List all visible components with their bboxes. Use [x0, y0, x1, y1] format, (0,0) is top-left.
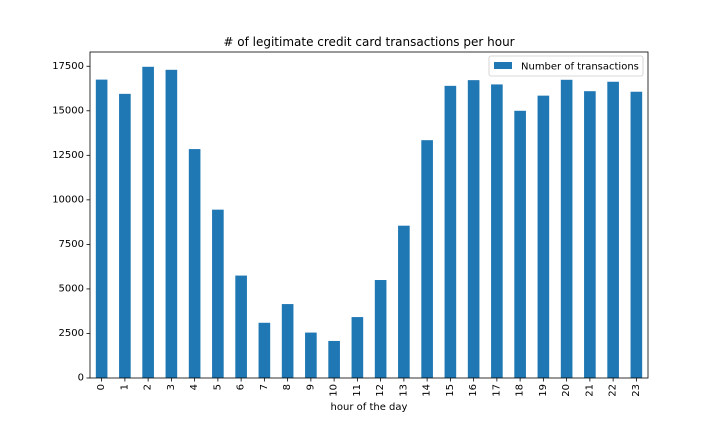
bar-hour-5 [212, 209, 224, 378]
y-tick-label: 2500 [59, 328, 84, 339]
x-tick-label: 16 [468, 384, 479, 397]
x-tick-label: 22 [608, 384, 619, 397]
bar-hour-13 [398, 225, 410, 378]
bar-hour-4 [188, 149, 201, 378]
bar-hour-2 [142, 66, 154, 378]
legend: Number of transactions [488, 55, 644, 77]
y-axis: 0 2500 5000 7500 10000 12500 15000 17500 [52, 61, 90, 384]
y-tick-label: 10000 [52, 194, 84, 205]
x-tick-label: 12 [375, 384, 386, 397]
x-tick-label: 5 [212, 384, 223, 390]
x-tick-label: 20 [561, 384, 572, 397]
bar-hour-22 [607, 81, 619, 378]
x-tick-label: 19 [538, 384, 549, 397]
bars-layer [95, 66, 643, 379]
bar-hour-3 [165, 69, 178, 378]
x-tick-label: 15 [445, 384, 456, 397]
bar-hour-20 [560, 79, 573, 378]
bar-hour-6 [235, 275, 247, 378]
legend-label: Number of transactions [521, 62, 639, 73]
bar-hour-10 [328, 340, 340, 378]
x-tick-label: 0 [96, 384, 107, 390]
x-tick-label: 17 [491, 384, 502, 397]
bar-hour-16 [467, 80, 480, 378]
x-tick-label: 9 [305, 384, 316, 390]
x-tick-label: 21 [584, 384, 595, 397]
x-axis: 0 1 2 3 4 5 6 7 8 9 10 11 12 13 14 15 16 17 18 19 20 21 22 23 [96, 378, 642, 397]
y-tick-label: 7500 [59, 239, 84, 250]
x-tick-label: 7 [259, 384, 270, 390]
x-tick-label: 8 [282, 384, 293, 390]
chart-title: # of legitimate credit card transactions… [223, 35, 514, 49]
bar-hour-15 [444, 85, 457, 379]
plot-frame [89, 51, 649, 379]
x-tick-label: 1 [119, 384, 130, 390]
legend-swatch [494, 62, 512, 69]
bar-hour-11 [351, 317, 364, 378]
x-tick-label: 6 [236, 384, 247, 390]
x-tick-label: 18 [515, 384, 526, 397]
y-tick-label: 12500 [52, 150, 84, 161]
bar-hour-23 [630, 91, 643, 379]
bar-hour-19 [537, 95, 550, 378]
y-tick-label: 15000 [52, 105, 84, 116]
bar-hour-1 [119, 93, 131, 378]
bar-hour-14 [421, 140, 433, 378]
x-tick-label: 2 [143, 384, 154, 390]
bar-hour-17 [491, 84, 503, 378]
y-tick-label: 5000 [59, 283, 84, 294]
x-tick-label: 13 [398, 384, 409, 397]
bar-hour-12 [374, 280, 387, 378]
x-tick-label: 23 [631, 384, 642, 397]
legend-box [488, 55, 644, 77]
x-tick-label: 4 [189, 384, 200, 390]
x-tick-label: 3 [166, 384, 177, 390]
y-tick-label: 0 [78, 373, 84, 384]
x-tick-label: 11 [352, 384, 363, 397]
bar-hour-8 [281, 304, 294, 378]
x-axis-label: hour of the day [331, 402, 408, 413]
bar-hour-0 [95, 79, 108, 378]
bar-hour-7 [258, 322, 271, 378]
bar-hour-9 [305, 332, 317, 378]
x-tick-label: 10 [329, 384, 340, 397]
y-tick-label: 17500 [52, 61, 84, 72]
bar-hour-21 [584, 91, 596, 378]
bar-hour-18 [514, 110, 526, 378]
x-tick-label: 14 [422, 384, 433, 397]
